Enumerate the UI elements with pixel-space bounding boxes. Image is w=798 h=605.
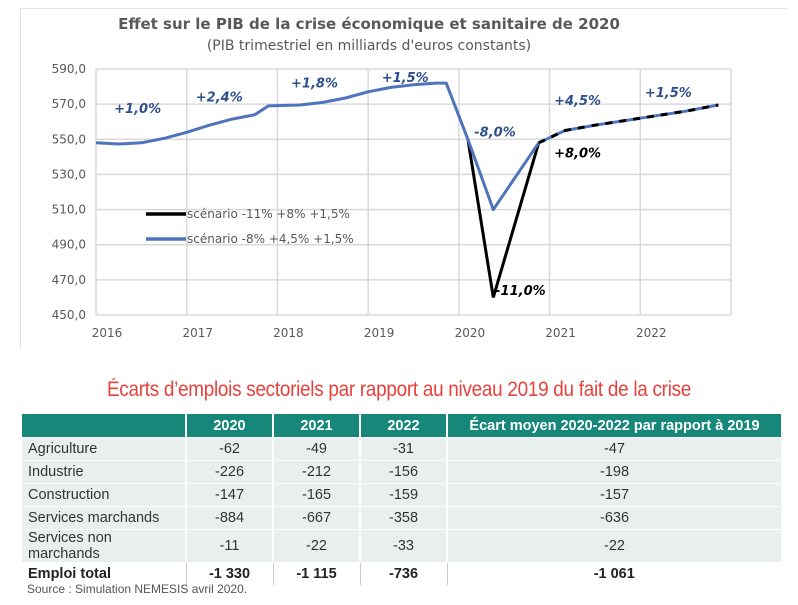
y-tick-label: 550,0 <box>52 132 86 146</box>
header-sector <box>22 414 186 438</box>
data-label: +1,5% <box>645 86 692 101</box>
series-line-black <box>466 139 541 298</box>
table-cell: -884 <box>185 506 273 530</box>
table-cell: -212 <box>272 460 360 484</box>
chart-subtitle: (PIB trimestriel en milliards d'euros co… <box>207 38 531 54</box>
row-label: Agriculture <box>22 437 186 461</box>
table-cell: -22 <box>446 529 781 563</box>
table-header-row: 2020 2021 2022 Écart moyen 2020-2022 par… <box>22 414 781 438</box>
table-cell: -159 <box>359 483 447 507</box>
header-average: Écart moyen 2020-2022 par rapport à 2019 <box>446 414 781 438</box>
x-tick-label: 2016 <box>92 326 123 340</box>
data-label: +8,0% <box>554 147 601 162</box>
series-line-blue <box>95 81 719 212</box>
table-cell: -736 <box>359 562 447 585</box>
data-label: +1,0% <box>114 102 161 117</box>
data-label: -8,0% <box>474 126 515 141</box>
y-tick-label: 570,0 <box>52 97 86 111</box>
total-row: Emploi total -1 330 -1 115 -736 -1 061 <box>22 562 781 585</box>
table-cell: -1 061 <box>446 562 781 585</box>
table-cell: -47 <box>446 437 781 461</box>
x-tick-label: 2017 <box>182 326 213 340</box>
table-cell: -11 <box>185 529 273 563</box>
table-cell: -358 <box>359 506 447 530</box>
table-cell: -31 <box>359 437 447 461</box>
series-line-black-dashed <box>538 103 719 145</box>
table-row: Services marchands -884 -667 -358 -636 <box>22 506 781 530</box>
gdp-chart: Effet sur le PIB de la crise économique … <box>20 8 787 349</box>
x-tick-label: 2022 <box>636 326 667 340</box>
table-cell: -62 <box>185 437 273 461</box>
table-cell: -49 <box>272 437 360 461</box>
data-label: -11,0% <box>495 284 545 299</box>
table-cell: -165 <box>272 483 360 507</box>
table-cell: -667 <box>272 506 360 530</box>
row-label: Industrie <box>22 460 186 484</box>
table-row: Services non marchands -11 -22 -33 -22 <box>22 529 781 563</box>
x-tick-label: 2018 <box>273 326 304 340</box>
chart-title: Effet sur le PIB de la crise économique … <box>118 15 620 33</box>
table-title: Écarts d’emplois sectoriels par rapport … <box>106 378 692 401</box>
header-2020: 2020 <box>185 414 273 438</box>
y-tick-label: 490,0 <box>52 238 86 252</box>
table-row: Construction -147 -165 -159 -157 <box>22 483 781 507</box>
legend-label: scénario -8% +4,5% +1,5% <box>187 232 354 246</box>
row-label: Services non marchands <box>22 529 186 563</box>
table-cell: -156 <box>359 460 447 484</box>
table-row: Industrie -226 -212 -156 -198 <box>22 460 781 484</box>
x-tick-label: 2021 <box>545 326 576 340</box>
header-2022: 2022 <box>359 414 447 438</box>
row-label: Emploi total <box>22 562 186 585</box>
y-tick-label: 510,0 <box>52 203 86 217</box>
table-cell: -198 <box>446 460 781 484</box>
table-cell: -1 330 <box>185 562 273 585</box>
data-label: +1,8% <box>291 76 338 91</box>
data-label: +4,5% <box>554 94 601 109</box>
y-tick-label: 590,0 <box>52 62 86 76</box>
data-label: +2,4% <box>196 91 243 106</box>
employment-table: 2020 2021 2022 Écart moyen 2020-2022 par… <box>22 414 781 585</box>
y-tick-label: 470,0 <box>52 273 86 287</box>
x-tick-label: 2019 <box>364 326 395 340</box>
row-label: Services marchands <box>22 506 186 530</box>
table-cell: -1 115 <box>272 562 360 585</box>
source-note: Source : Simulation NEMESIS avril 2020. <box>27 582 248 596</box>
legend-label: scénario -11% +8% +1,5% <box>187 207 350 221</box>
table-cell: -157 <box>446 483 781 507</box>
y-tick-label: 450,0 <box>52 308 86 322</box>
header-2021: 2021 <box>272 414 360 438</box>
data-label: +1,5% <box>382 71 429 86</box>
table-row: Agriculture -62 -49 -31 -47 <box>22 437 781 461</box>
table-cell: -226 <box>185 460 273 484</box>
table-cell: -636 <box>446 506 781 530</box>
x-tick-label: 2020 <box>455 326 486 340</box>
table-cell: -33 <box>359 529 447 563</box>
table-cell: -147 <box>185 483 273 507</box>
row-label: Construction <box>22 483 186 507</box>
y-tick-label: 530,0 <box>52 167 86 181</box>
table-cell: -22 <box>272 529 360 563</box>
gdp-line-chart: Effet sur le PIB de la crise économique … <box>52 15 732 340</box>
